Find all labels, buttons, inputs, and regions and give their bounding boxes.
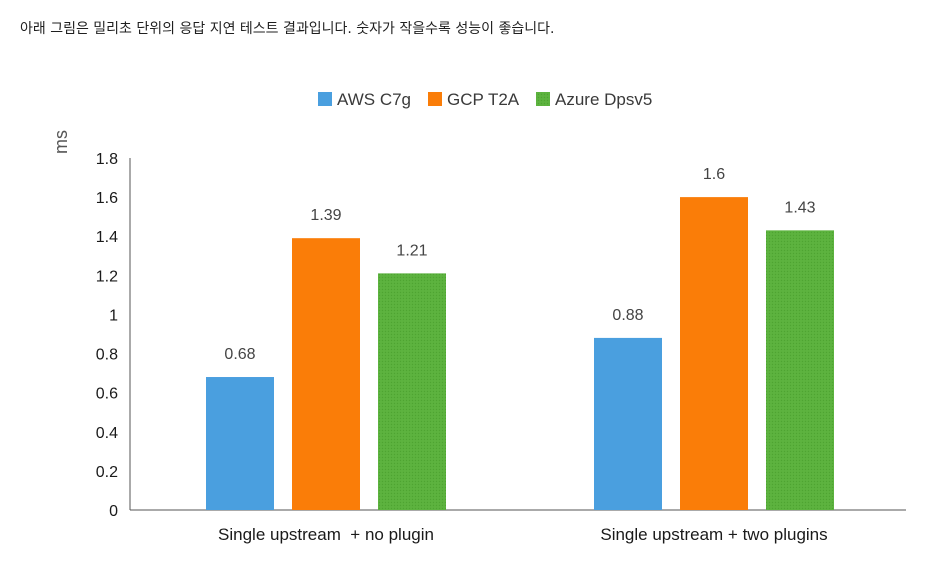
chart-axes: 0 0.2 0.4 0.6 0.8 1 1.2 1.4 1.6 1.8 ms Single upstr… xyxy=(51,130,906,544)
bar-aws-c7g xyxy=(594,337,662,510)
bar-value-label: 1.39 xyxy=(310,207,341,224)
x-category-label: Single upstream + no plugin xyxy=(218,525,434,544)
legend-label: GCP T2A xyxy=(447,90,520,109)
y-tick-label: 0.8 xyxy=(96,347,118,364)
chart-data-labels: 0.68 1.39 1.21 0.88 1.6 1.43 xyxy=(224,166,815,363)
chart-legend: AWS C7g GCP T2A Azure Dpsv5 xyxy=(318,90,652,109)
y-tick-label: 1 xyxy=(109,307,118,324)
bar-azure-dpsv5 xyxy=(378,273,446,510)
bar-value-label: 0.68 xyxy=(224,346,255,363)
y-tick-label: 1.2 xyxy=(96,268,118,285)
legend-label: AWS C7g xyxy=(337,90,411,109)
legend-swatch xyxy=(428,92,442,106)
page-caption: 아래 그림은 밀리초 단위의 응답 지연 테스트 결과입니다. 숫자가 작을수록… xyxy=(20,21,555,37)
bar-value-label: 0.88 xyxy=(612,307,643,324)
legend-label: Azure Dpsv5 xyxy=(555,90,652,109)
y-tick-label: 0.6 xyxy=(96,386,118,403)
y-tick-label: 1.4 xyxy=(96,229,118,246)
bar-gcp-t2a xyxy=(292,238,360,510)
y-tick-label: 1.6 xyxy=(96,190,118,207)
bar-value-label: 1.21 xyxy=(396,242,427,259)
y-tick-label: 0.4 xyxy=(96,425,118,442)
y-tick-label: 0 xyxy=(109,503,118,520)
y-tick-label: 0.2 xyxy=(96,464,118,481)
legend-swatch xyxy=(536,92,550,106)
chart-bars xyxy=(206,197,834,510)
legend-swatch xyxy=(318,92,332,106)
y-tick-label: 1.8 xyxy=(96,151,118,168)
bar-value-label: 1.43 xyxy=(784,199,815,216)
bar-aws-c7g xyxy=(206,377,274,510)
x-category-label: Single upstream + two plugins xyxy=(600,525,827,544)
bar-azure-dpsv5 xyxy=(766,230,834,510)
bar-gcp-t2a xyxy=(680,197,748,510)
y-axis-title: ms xyxy=(51,130,71,154)
bar-value-label: 1.6 xyxy=(703,166,725,183)
